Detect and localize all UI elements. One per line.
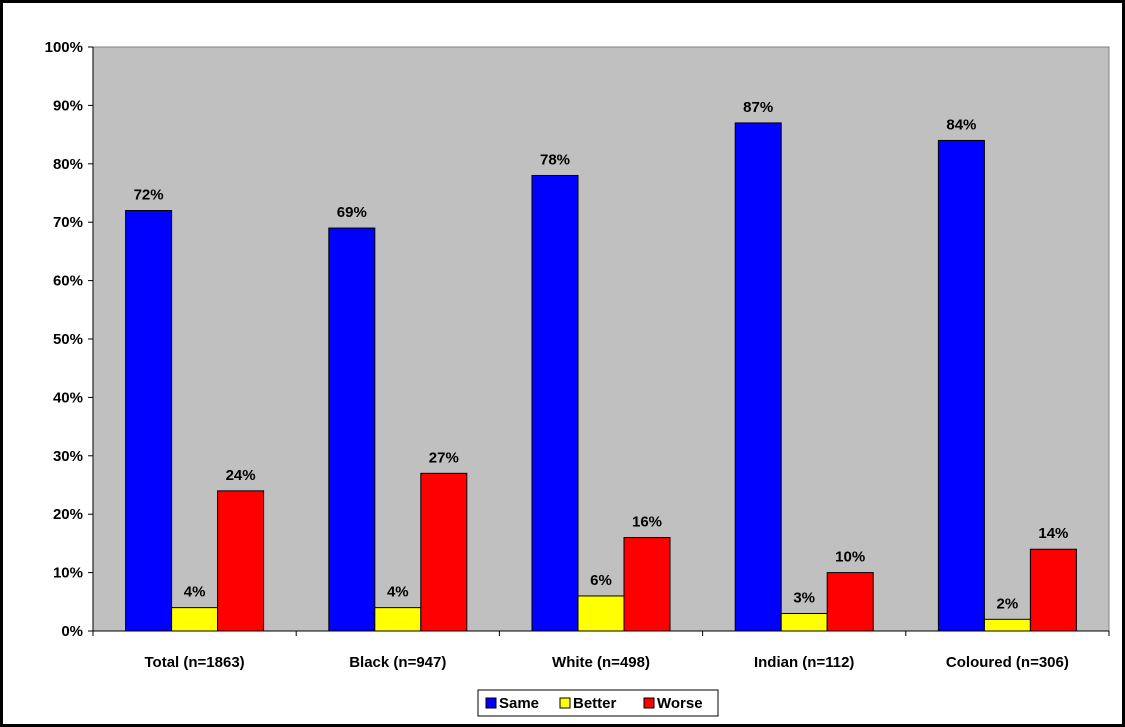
y-tick-label: 0% [61, 623, 83, 640]
data-label-worse-3: 10% [835, 549, 865, 566]
x-tick-label: Coloured (n=306) [946, 654, 1069, 671]
data-label-worse-4: 14% [1038, 525, 1068, 542]
y-tick-label: 30% [53, 448, 83, 465]
data-label-same-1: 69% [337, 204, 367, 221]
y-tick-label: 90% [53, 97, 83, 114]
bar-same-1 [328, 227, 376, 632]
legend-label-better: Better [573, 695, 617, 712]
data-label-same-4: 84% [946, 116, 976, 133]
y-tick-label: 50% [53, 331, 83, 348]
data-label-better-3: 3% [793, 589, 815, 606]
y-tick-label: 10% [53, 565, 83, 582]
x-tick-label: White (n=498) [552, 654, 650, 671]
bar-better-2 [577, 595, 625, 632]
bar-better-1 [374, 607, 422, 632]
data-label-worse-0: 24% [226, 467, 256, 484]
y-tick-label: 20% [53, 506, 83, 523]
data-label-worse-2: 16% [632, 514, 662, 531]
data-label-same-2: 78% [540, 151, 570, 168]
legend-box [477, 689, 719, 717]
bar-worse-3 [826, 572, 874, 632]
data-label-better-0: 4% [184, 584, 206, 601]
bar-better-4 [983, 618, 1031, 632]
legend-label-worse: Worse [657, 695, 703, 712]
data-label-worse-1: 27% [429, 449, 459, 466]
data-label-better-2: 6% [590, 572, 612, 589]
data-label-better-4: 2% [997, 595, 1019, 612]
data-label-same-3: 87% [743, 99, 773, 116]
bar-same-4 [937, 139, 985, 632]
bar-worse-4 [1029, 548, 1077, 632]
bar-worse-0 [217, 490, 265, 632]
legend-swatch-better [559, 697, 571, 709]
x-axis: Total (n=1863) Black (n=947) White (n=498)… [92, 630, 1110, 671]
legend: Same Better Worse [477, 689, 719, 717]
y-tick-label: 60% [53, 273, 83, 290]
bar-worse-2 [623, 537, 671, 632]
x-tick-label: Indian (n=112) [754, 654, 854, 671]
legend-swatch-same [485, 697, 497, 709]
data-label-same-0: 72% [134, 187, 164, 204]
y-tick-label: 80% [53, 156, 83, 173]
legend-swatch-worse [643, 697, 655, 709]
y-axis: 0% 10% 20% 30% 40% 50% 60% 70% 80% 90% 100% [45, 39, 94, 640]
bar-worse-1 [420, 472, 468, 632]
data-label-better-1: 4% [387, 584, 409, 601]
legend-label-same: Same [499, 695, 539, 712]
y-tick-label: 100% [45, 39, 83, 56]
data-labels: 72% 4% 24% 69% 4% 27% 78% 6% 16% 87% 3% 10% 84% 2% 14% [134, 99, 1069, 612]
x-tick-label: Black (n=947) [349, 654, 446, 671]
bar-same-2 [531, 174, 579, 632]
bar-same-3 [734, 122, 782, 632]
x-tick-label: Total (n=1863) [145, 654, 245, 671]
bar-better-3 [780, 612, 828, 632]
bar-same-0 [125, 210, 173, 632]
y-tick-label: 40% [53, 389, 83, 406]
y-tick-label: 70% [53, 214, 83, 231]
bar-better-0 [171, 607, 219, 632]
bars [125, 122, 1077, 632]
